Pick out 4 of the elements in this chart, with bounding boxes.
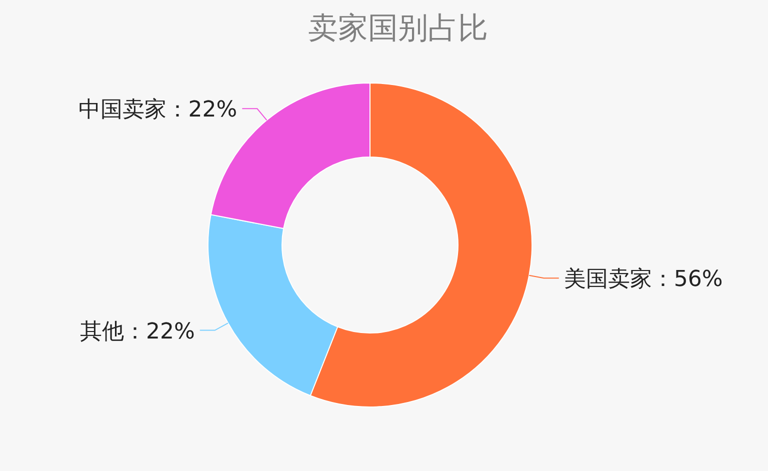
chart-title: 卖家国别占比 xyxy=(308,11,488,46)
slice-label: 中国卖家：22% xyxy=(78,98,238,123)
slice-label: 美国卖家：56% xyxy=(564,267,723,292)
slice-label: 其他：22% xyxy=(80,319,195,344)
